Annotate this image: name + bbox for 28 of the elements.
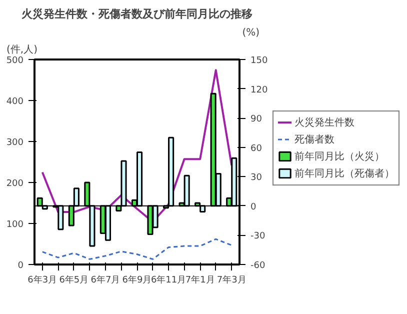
y-tick-label: 500 <box>6 56 24 66</box>
y2-tick-label: 90 <box>250 114 262 125</box>
x-tick-label: 6年5月 <box>59 274 89 286</box>
y-tick-label: 400 <box>6 97 24 107</box>
y-tick-label: 100 <box>6 220 24 230</box>
x-tick-label: 7年3月 <box>216 274 246 286</box>
y2-tick-label: 120 <box>250 85 268 96</box>
legend-label: 前年同月比（死傷者） <box>294 167 394 180</box>
y2-axis-title: (%) <box>242 28 260 38</box>
legend-label: 前年同月比（火災） <box>294 150 384 163</box>
chart-title: 火災発生件数・死傷者数及び前年同月比の推移 <box>22 8 252 20</box>
x-tick-label: 6年11月 <box>150 274 186 286</box>
y-tick-label: 300 <box>6 138 24 148</box>
y2-tick-label: 0 <box>250 202 256 212</box>
y2-tick-label: 60 <box>250 144 262 154</box>
legend-label: 火災発生件数 <box>294 116 354 129</box>
y2-tick-label: 30 <box>250 173 262 184</box>
y-axis-title: (件,人) <box>6 44 38 56</box>
legend-label: 死傷者数 <box>294 133 334 146</box>
y2-tick-label: -30 <box>250 232 266 242</box>
y2-tick-label: 150 <box>250 56 268 66</box>
x-tick-label: 6年3月 <box>28 274 58 286</box>
y-tick-label: 200 <box>6 179 24 189</box>
x-tick-label: 6年9月 <box>122 274 152 286</box>
x-tick-label: 7年1月 <box>185 274 215 286</box>
y-tick-label: 0 <box>18 261 24 271</box>
y2-tick-label: -60 <box>250 261 266 271</box>
x-tick-label: 6年7月 <box>90 274 120 286</box>
